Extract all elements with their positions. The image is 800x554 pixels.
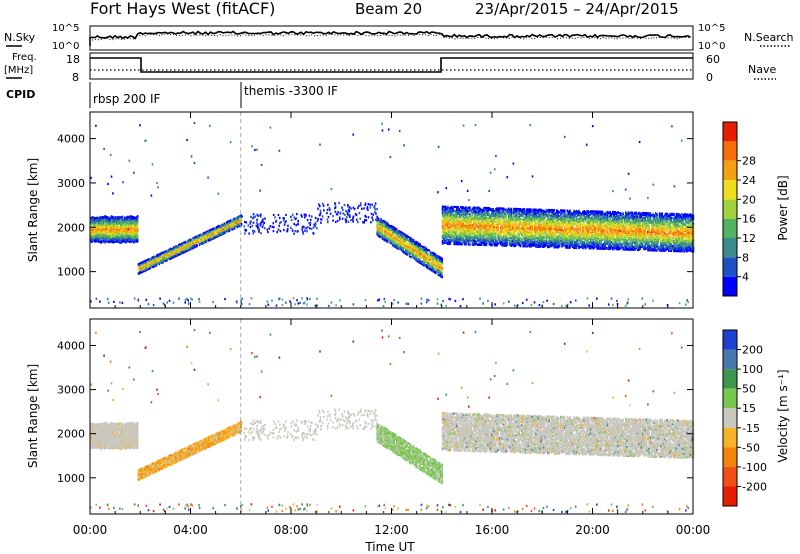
- noise-panel: [89, 25, 694, 51]
- cpid-mode-1: rbsp 200 IF: [93, 92, 160, 106]
- power-colorbar-tick: 8: [742, 251, 749, 264]
- x-tick-label: 12:00: [374, 523, 409, 537]
- x-tick-label: 00:00: [676, 523, 711, 537]
- freq-tick-top: 18: [66, 53, 80, 66]
- velocity-panel-frame: [89, 318, 694, 515]
- nsky-tick-bottom: 10^0: [52, 41, 79, 52]
- power-colorbar-tick: 4: [742, 271, 749, 284]
- freq-label: Freq.: [12, 52, 37, 63]
- velocity-colorbar: 200 100 50 15 -15 -50 -100 -200: [722, 329, 767, 507]
- power-panel-data: [90, 112, 695, 308]
- nsearch-label: N.Search: [744, 31, 794, 44]
- freq-unit: [MHz]: [4, 65, 33, 76]
- power-colorbar-tick: 12: [742, 232, 756, 245]
- velocity-colorbar-tick: -15: [742, 422, 760, 435]
- nsky-trace: [89, 30, 691, 46]
- velocity-colorbar-tick: -200: [742, 480, 767, 493]
- power-colorbar-label: Power [dB]: [776, 175, 790, 240]
- power-colorbar-tick: 20: [742, 193, 756, 206]
- velocity-colorbar-tick: -100: [742, 461, 767, 474]
- power-colorbar-tick: 16: [742, 213, 756, 226]
- y-tick-label: 3000: [57, 384, 85, 397]
- velocity-panel-data: [90, 319, 695, 514]
- velocity-colorbar-label: Velocity [m s⁻¹]: [776, 369, 790, 462]
- time-x-label: Time UT: [364, 540, 415, 554]
- power-colorbar-tick: 28: [742, 155, 756, 168]
- station-title: Fort Hays West (fitACF): [90, 0, 275, 18]
- x-tick-label: 04:00: [173, 523, 208, 537]
- y-tick-label: 1000: [57, 266, 85, 279]
- power-y-label: Slant Range [km]: [26, 158, 40, 262]
- freq-tick-bottom: 8: [72, 71, 79, 84]
- velocity-colorbar-tick: 50: [742, 383, 756, 396]
- power-panel-frame: [89, 111, 694, 309]
- time-x-axis: 00:00 04:00 08:00 12:00 16:00 20:00 00:00: [73, 112, 711, 537]
- y-tick-label: 2000: [57, 428, 85, 441]
- freq-panel: [89, 52, 694, 80]
- y-tick-label: 1000: [57, 472, 85, 485]
- cpid-mode-2: themis -3300 IF: [244, 84, 338, 98]
- x-tick-label: 20:00: [575, 523, 610, 537]
- velocity-y-axis: 1000 2000 3000 4000: [57, 339, 693, 485]
- nave-tick-bottom: 0: [706, 71, 713, 84]
- velocity-colorbar-tick: 100: [742, 363, 763, 376]
- nsearch-tick-bottom: 10^0: [698, 41, 725, 52]
- y-tick-label: 2000: [57, 221, 85, 234]
- nsearch-trace: [89, 33, 691, 41]
- x-tick-label: 08:00: [274, 523, 309, 537]
- nsearch-tick-top: 10^5: [698, 23, 725, 34]
- y-tick-label: 4000: [57, 133, 85, 146]
- freq-trace: [90, 57, 693, 73]
- y-tick-label: 3000: [57, 177, 85, 190]
- x-tick-label: 00:00: [73, 523, 108, 537]
- x-tick-label: 16:00: [475, 523, 510, 537]
- velocity-colorbar-tick: 15: [742, 402, 756, 415]
- date-range: 23/Apr/2015 – 24/Apr/2015: [475, 0, 679, 18]
- power-colorbar-tick: 24: [742, 174, 756, 187]
- nave-tick-top: 60: [706, 53, 720, 66]
- cpid-label: CPID: [6, 88, 35, 101]
- nsky-tick-top: 10^5: [52, 23, 79, 34]
- y-tick-label: 4000: [57, 339, 85, 352]
- velocity-y-label: Slant Range [km]: [26, 364, 40, 468]
- velocity-colorbar-tick: 200: [742, 344, 763, 357]
- nave-label: Nave: [748, 63, 776, 76]
- nsky-label: N.Sky: [4, 31, 36, 44]
- power-colorbar: 4 8 12 16 20 24 28: [722, 121, 756, 297]
- power-y-axis: 1000 2000 3000 4000: [57, 133, 693, 279]
- velocity-colorbar-tick: -50: [742, 441, 760, 454]
- beam-label: Beam 20: [355, 0, 422, 18]
